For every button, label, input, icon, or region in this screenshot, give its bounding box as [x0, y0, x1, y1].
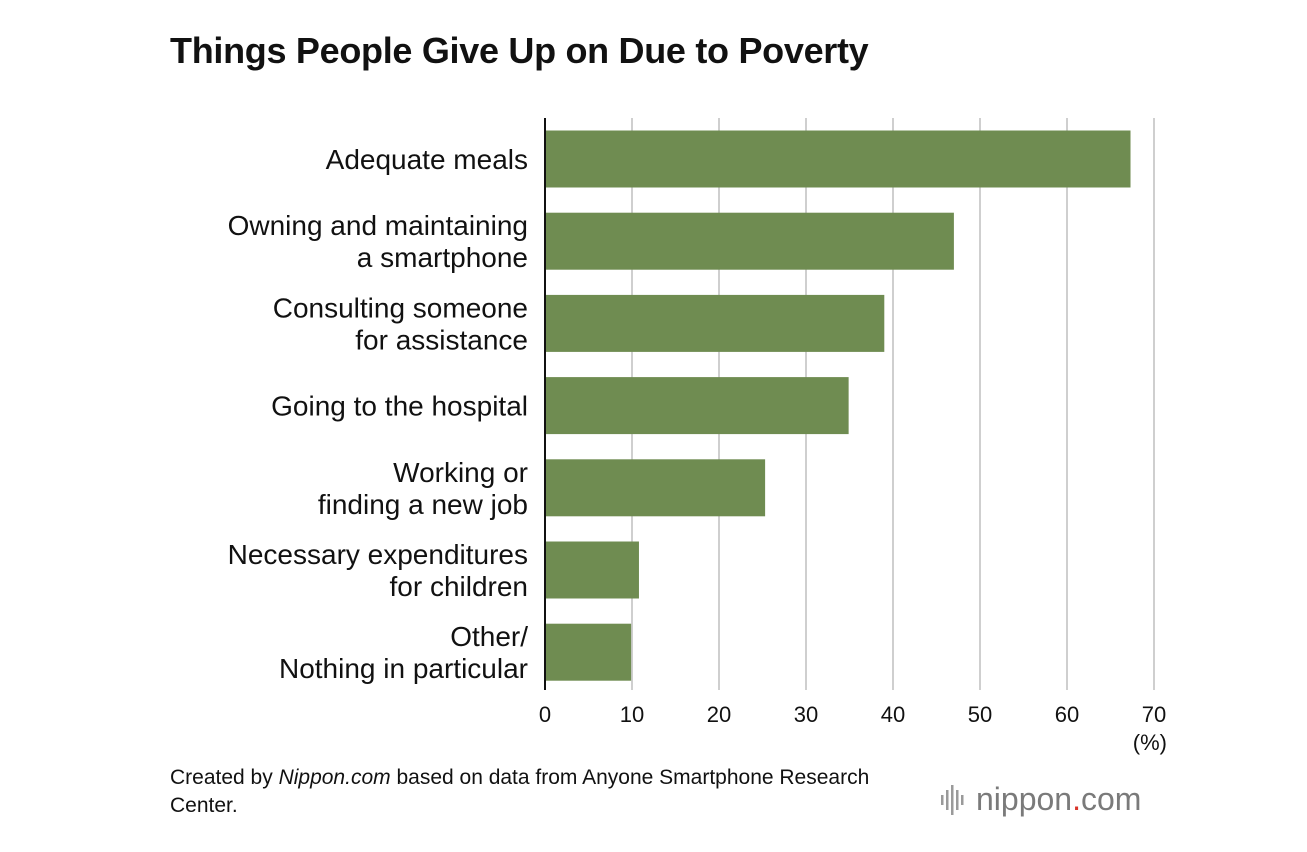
- x-tick-label-50: 50: [968, 702, 992, 727]
- x-axis-unit-label: (%): [1133, 730, 1167, 755]
- source-note: Created by Nippon.com based on data from…: [170, 766, 870, 817]
- bar-5: [545, 459, 766, 517]
- x-tick-label-40: 40: [881, 702, 905, 727]
- x-axis-ticks: 0 10 20 30 40 50 60 70: [539, 702, 1166, 727]
- logo-dot: .: [1072, 781, 1081, 817]
- x-tick-label-0: 0: [539, 702, 551, 727]
- sound-wave-icon: [941, 784, 964, 815]
- category-label-7: Other/Nothing in particular: [279, 621, 528, 684]
- chart-title: Things People Give Up on Due to Poverty: [170, 30, 869, 71]
- source-publisher: Nippon.com: [278, 766, 391, 789]
- bar-4: [545, 377, 849, 435]
- x-tick-label-20: 20: [707, 702, 731, 727]
- x-tick-label-10: 10: [620, 702, 644, 727]
- x-tick-label-60: 60: [1055, 702, 1079, 727]
- bar-3: [545, 294, 885, 352]
- bar-2: [545, 212, 954, 270]
- x-tick-label-70: 70: [1142, 702, 1166, 727]
- category-labels: Adequate meals Owning and maintaining a sm…: [228, 144, 529, 684]
- bars: [545, 130, 1131, 681]
- bar-6: [545, 541, 639, 599]
- category-label-3: Consulting someone for assistance: [273, 292, 528, 355]
- logo-word-main: nippon: [976, 781, 1073, 817]
- bar-7: [545, 623, 632, 681]
- category-label-1: Adequate meals: [326, 144, 528, 175]
- category-label-5: Working or finding a new job: [318, 457, 528, 520]
- category-label-6: Necessary expenditures for children: [228, 539, 528, 602]
- nippon-logo: nippon. com: [940, 781, 1141, 818]
- x-tick-label-30: 30: [794, 702, 818, 727]
- category-label-4: Going to the hospital: [271, 391, 528, 422]
- bar-1: [545, 130, 1131, 188]
- logo-word-end: com: [1080, 781, 1142, 817]
- category-label-2: Owning and maintaining a smartphone: [228, 210, 528, 273]
